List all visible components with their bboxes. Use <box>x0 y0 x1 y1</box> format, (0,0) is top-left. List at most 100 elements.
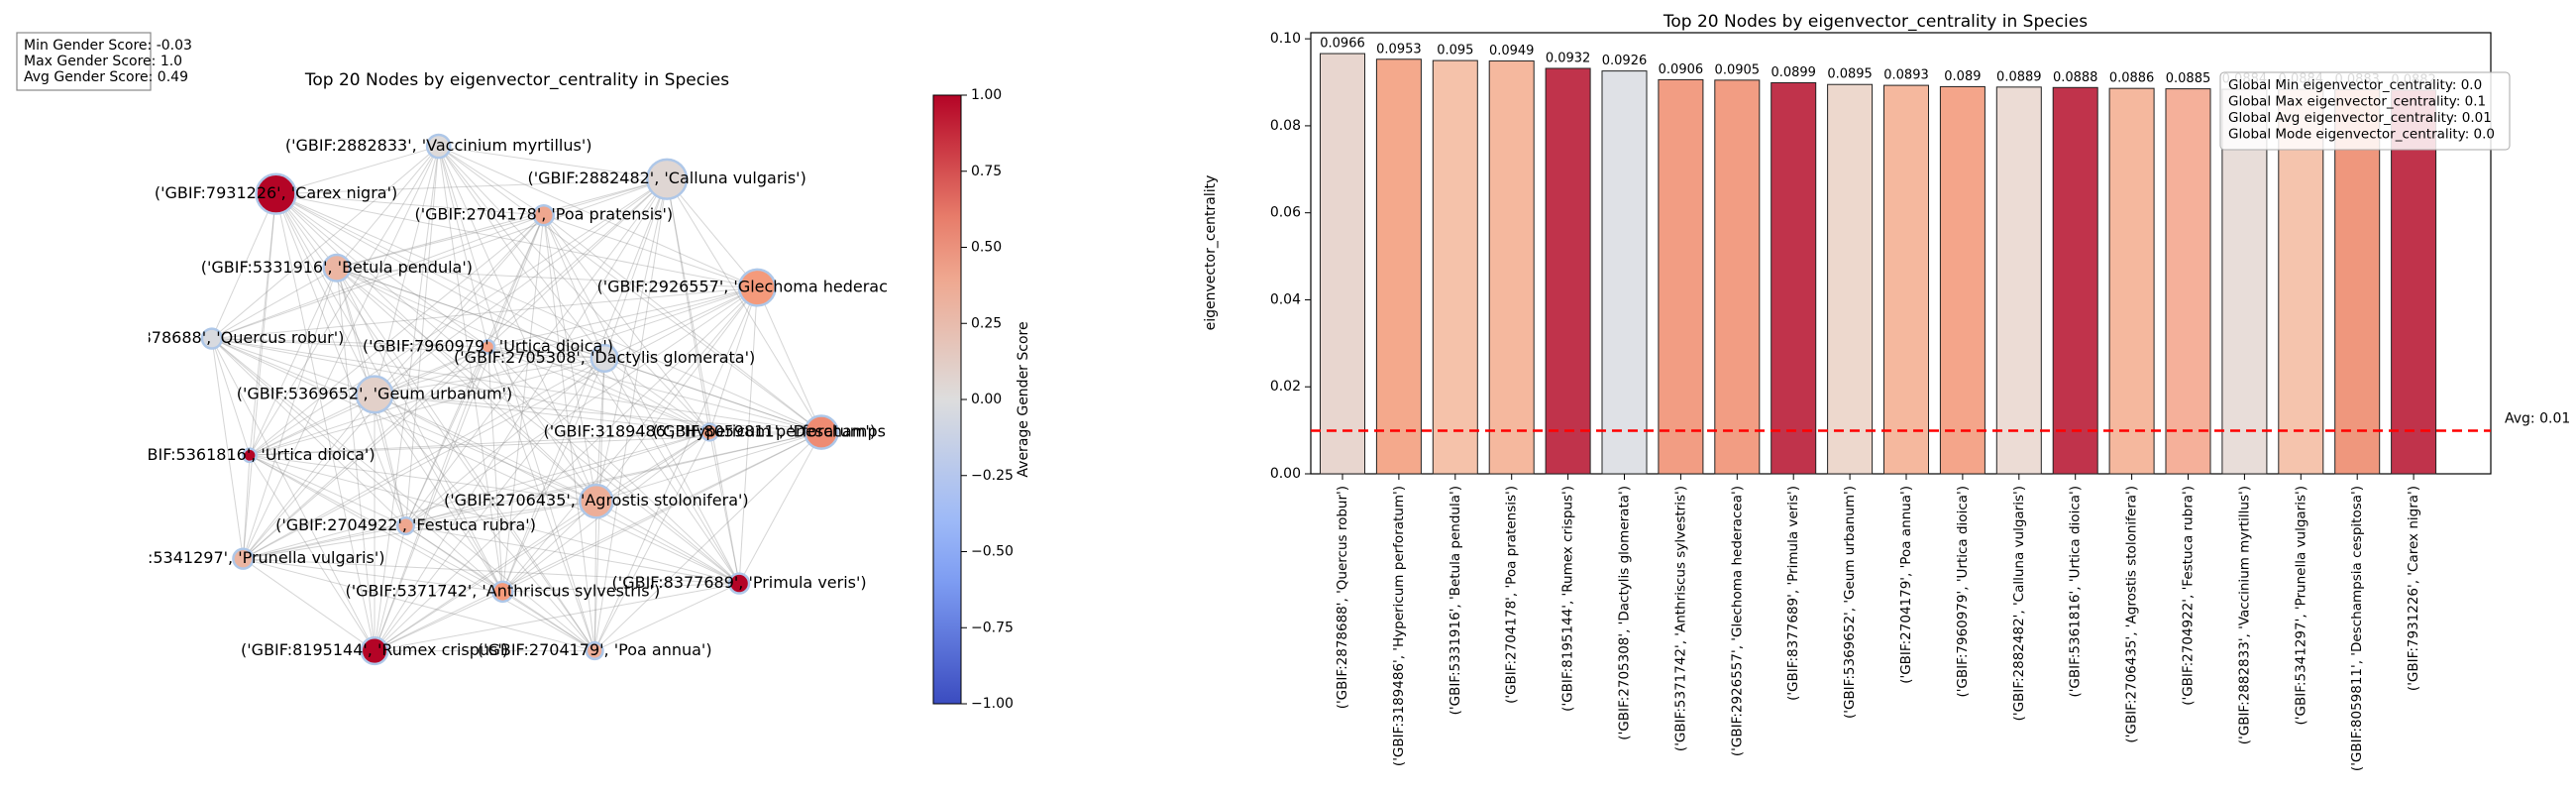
bar-value-label: 0.0886 <box>2109 71 2155 86</box>
edge <box>438 146 605 359</box>
node-label: ('GBIF:2705308', 'Dactylis glomerata') <box>454 348 755 367</box>
edge <box>374 286 758 651</box>
edge <box>374 178 668 396</box>
edge <box>211 338 488 348</box>
edge <box>249 286 758 456</box>
x-tick-label: ('GBIF:3189486', 'Hypericum perforatum') <box>1391 486 1407 766</box>
node <box>579 483 614 519</box>
x-tick-label: ('GBIF:2706435', 'Agrostis stolonifera') <box>2124 486 2140 743</box>
edge <box>405 358 605 526</box>
node-label: ('GBIF:8377689', 'Primula veris') <box>612 573 867 592</box>
edge <box>405 501 596 527</box>
edge <box>275 193 822 433</box>
edge <box>249 268 338 456</box>
edge <box>211 338 822 433</box>
edge <box>275 193 597 503</box>
edge <box>438 146 597 502</box>
edge <box>243 178 668 560</box>
edge <box>275 193 488 348</box>
edge <box>543 215 605 359</box>
colorbar-tick-label: 0.00 <box>971 392 1002 407</box>
edge <box>336 267 595 651</box>
edge <box>595 286 758 502</box>
score-text: Avg Gender Score: 0.49 <box>24 69 188 85</box>
edge <box>243 558 503 593</box>
bar-value-label: 0.0926 <box>1602 54 1648 68</box>
edge <box>275 193 740 584</box>
edge <box>487 346 710 433</box>
node-label: ('GBIF:2882482', 'Calluna vulgaris') <box>527 169 805 187</box>
x-tick-label: ('GBIF:5369652', 'Geum urbanum') <box>1842 486 1858 719</box>
bar-value-label: 0.0949 <box>1489 44 1535 58</box>
node-label: ('GBIF:2704922', 'Festuca rubra') <box>275 515 536 534</box>
edge <box>501 286 758 593</box>
edge <box>666 178 822 433</box>
edge <box>374 394 822 433</box>
x-tick-label: ('GBIF:2878688', 'Quercus robur') <box>1335 486 1350 709</box>
bar <box>2108 87 2155 475</box>
node-label: ('GBIF:8195144', 'Rumex crispus') <box>241 640 508 659</box>
colorbar-tick-label: −0.25 <box>971 468 1014 484</box>
stats-text: Global Mode eigenvector_centrality: 0.0 <box>2228 127 2495 143</box>
edge <box>243 346 488 560</box>
bar-value-label: 0.089 <box>1944 69 1981 84</box>
bar-value-label: 0.0966 <box>1320 37 1365 52</box>
edge <box>603 358 710 433</box>
edge <box>336 267 740 584</box>
colorbar-tick-label: −1.00 <box>971 696 1014 712</box>
bar <box>1320 53 1365 475</box>
edge <box>438 146 740 584</box>
edge <box>211 338 605 359</box>
node <box>322 253 352 283</box>
edge <box>405 525 503 593</box>
node <box>480 338 496 355</box>
x-tick-label: ('GBIF:2704178', 'Poa pratensis') <box>1504 486 1520 704</box>
edge <box>593 431 822 651</box>
edge <box>249 357 605 456</box>
y-tick-label: 0.08 <box>1270 118 1301 134</box>
edge <box>249 214 545 456</box>
edge <box>249 454 595 652</box>
edge <box>543 214 710 433</box>
node-label: ('GBIF:5371742', 'Anthriscus sylvestris'… <box>345 581 660 600</box>
node <box>590 343 619 373</box>
edge <box>595 431 710 503</box>
bar-value-label: 0.0895 <box>1827 67 1873 82</box>
edge <box>243 358 605 560</box>
edge <box>211 338 597 503</box>
x-tick-label: ('GBIF:2705308', 'Dactylis glomerata') <box>1617 486 1633 740</box>
bar <box>1488 60 1535 475</box>
edge <box>243 286 758 560</box>
bar-value-label: 0.0888 <box>2053 70 2098 85</box>
edge <box>249 454 740 585</box>
network-plot: ('GBIF:2882833', 'Vaccinium myrtillus') (… <box>149 133 990 666</box>
edge <box>243 558 595 652</box>
node-label: ('GBIF:7931226', 'Carex nigra') <box>155 183 397 202</box>
edge <box>374 286 758 396</box>
edge <box>243 431 710 560</box>
edge <box>243 558 740 585</box>
bar-value-label: 0.0932 <box>1546 51 1591 65</box>
edge <box>249 394 376 456</box>
x-tick-label: ('GBIF:8195144', 'Rumex crispus') <box>1560 486 1576 712</box>
edge <box>502 501 597 593</box>
edge <box>756 286 822 433</box>
edge <box>595 431 822 503</box>
x-tick-label: ('GBIF:5361816', 'Urtica dioica') <box>2068 486 2084 698</box>
edge <box>211 338 376 651</box>
edge <box>211 338 710 433</box>
edge <box>249 193 277 456</box>
edge <box>666 178 740 584</box>
x-tick-label: ('GBIF:5331916', 'Betula pendula') <box>1448 486 1463 715</box>
edge <box>738 431 822 584</box>
bar-value-label: 0.0953 <box>1376 42 1422 57</box>
edge <box>666 178 758 288</box>
edge <box>336 268 376 651</box>
edge <box>374 394 710 433</box>
edge <box>405 431 710 527</box>
edge <box>502 431 822 593</box>
edge <box>374 394 595 651</box>
x-tick-label: ('GBIF:2704179', 'Poa annua') <box>1898 486 1914 684</box>
edge <box>738 287 758 584</box>
node-label: ('GBIF:8059811', 'Deschampsia cespitosa'… <box>652 422 990 441</box>
